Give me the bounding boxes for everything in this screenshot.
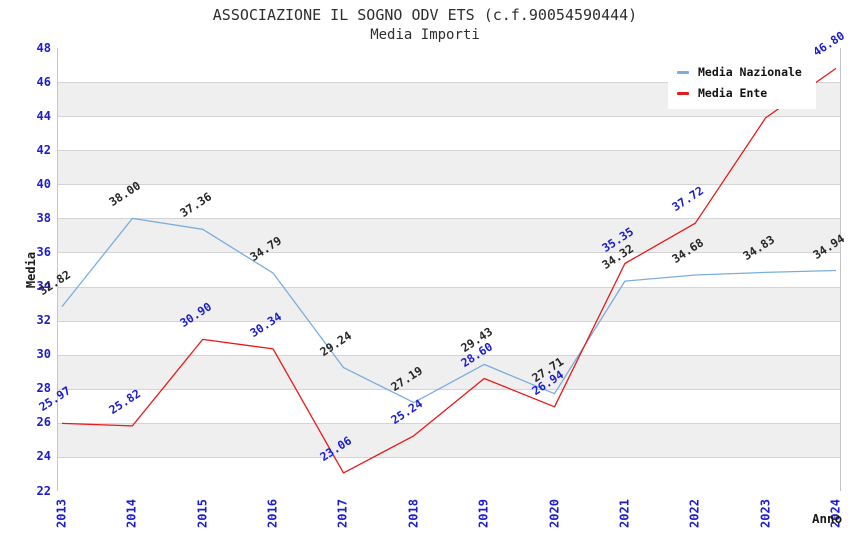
y-tick-label: 40	[36, 176, 51, 191]
y-tick-label: 46	[36, 74, 51, 89]
plot-band	[58, 286, 840, 321]
plot-band	[58, 456, 840, 491]
chart-subtitle: Media Importi	[370, 27, 480, 43]
y-tick-label: 38	[36, 210, 51, 225]
y-tick-label: 32	[36, 313, 51, 328]
legend-item-media-nazionale: Media Nazionale	[677, 65, 802, 79]
gridline	[58, 355, 840, 356]
series-line-1	[61, 67, 837, 474]
plot-band	[58, 252, 840, 287]
chart-title: ASSOCIAZIONE IL SOGNO ODV ETS (c.f.90054…	[212, 6, 638, 24]
y-tick-label: 44	[36, 108, 51, 123]
plot-band	[58, 150, 840, 185]
gridline	[58, 116, 840, 117]
gridline	[58, 321, 840, 322]
plot-band	[58, 388, 840, 423]
y-tick-label: 24	[36, 449, 51, 464]
gridline	[58, 423, 840, 424]
x-axis-title: Anno	[812, 511, 843, 526]
plot-band	[58, 320, 840, 355]
gridline	[58, 150, 840, 151]
gridline	[58, 389, 840, 390]
gridline	[58, 252, 840, 253]
y-tick-label: 36	[36, 244, 51, 259]
gridline	[58, 287, 840, 288]
plot-band	[58, 218, 840, 253]
y-tick-label: 42	[36, 142, 51, 157]
y-tick-label: 28	[36, 381, 51, 396]
y-tick-label: 48	[36, 40, 51, 55]
legend-item-media-ente: Media Ente	[677, 86, 802, 100]
plot-band	[58, 422, 840, 457]
y-tick-label: 22	[36, 483, 51, 498]
legend-swatch-ente-icon	[677, 91, 689, 95]
gridline	[58, 457, 840, 458]
legend-label-nazionale: Media Nazionale	[698, 65, 802, 79]
legend-swatch-nazionale-icon	[677, 70, 689, 74]
gridline	[58, 184, 840, 185]
y-tick-label: 26	[36, 415, 51, 430]
y-tick-label: 34	[36, 279, 51, 294]
y-tick-label: 30	[36, 347, 51, 362]
plot-band	[58, 116, 840, 151]
legend: Media Nazionale Media Ente	[668, 56, 816, 109]
legend-label-ente: Media Ente	[698, 86, 768, 100]
series-line-0	[61, 217, 837, 404]
gridline	[58, 82, 840, 83]
gridline	[58, 218, 840, 219]
